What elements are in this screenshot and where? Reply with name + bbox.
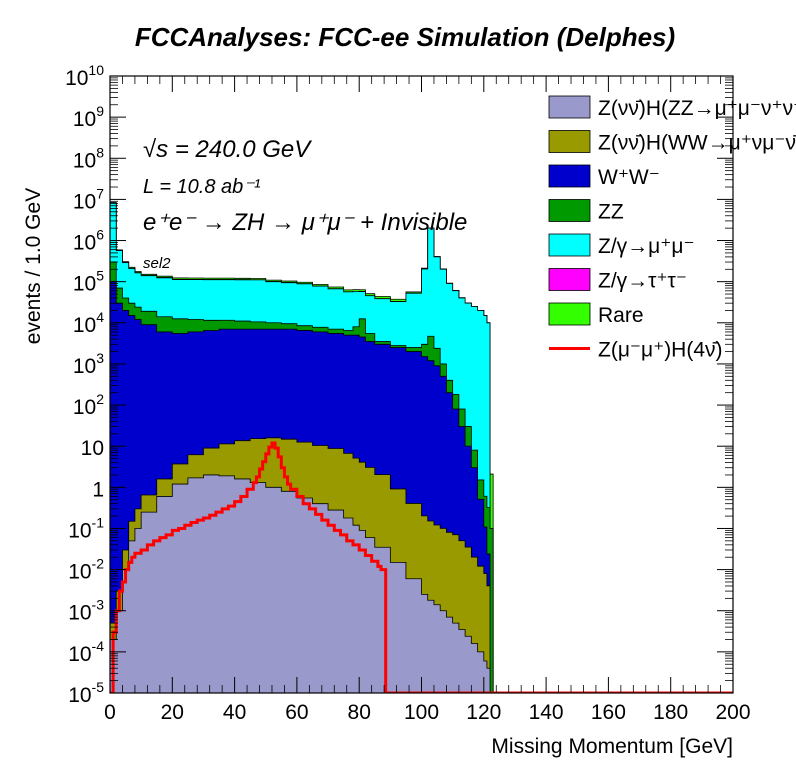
y-tick-label: 10-2: [68, 556, 104, 584]
chart-title: FCCAnalyses: FCC-ee Simulation (Delphes): [135, 22, 675, 52]
luminosity-annotation: L = 10.8 ab⁻¹: [143, 176, 261, 198]
stack-0: [110, 474, 503, 693]
x-axis-label: Missing Momentum [GeV]: [491, 735, 733, 758]
y-tick-label: 102: [73, 391, 104, 419]
legend-swatch: [548, 130, 591, 153]
stacked-histogram: [110, 202, 503, 693]
x-tick-label: 80: [348, 701, 371, 724]
y-tick-label: 1010: [65, 62, 104, 90]
legend-swatch: [548, 302, 591, 326]
y-tick-label: 10: [81, 437, 104, 460]
legend-label: Z(νν̄)H(WW→μ⁺νμ⁻ν̄): [598, 132, 796, 155]
legend-swatch: [548, 268, 591, 291]
y-tick-label: 10-5: [68, 679, 104, 707]
x-tick-label: 0: [104, 701, 116, 724]
x-tick-label: 160: [591, 701, 626, 724]
x-axis: 0 20 40 60 80 100 120 140 160 180 200: [104, 76, 751, 724]
y-tick-label: 10-1: [68, 514, 104, 542]
x-tick-label: 40: [223, 701, 246, 724]
signal-layer: [110, 441, 733, 693]
x-tick-label: 120: [466, 701, 501, 724]
sqrt-s-annotation: √s = 240.0 GeV: [143, 136, 312, 163]
y-tick-label: 106: [73, 227, 104, 255]
x-tick-label: 20: [161, 701, 184, 724]
legend-label: ZZ: [598, 201, 624, 224]
legend: Z(νν̄)H(ZZ→μ⁺μ⁻ν⁺ν⁻) Z(νν̄)H(WW→μ⁺νμ⁻ν̄) W…: [548, 95, 796, 362]
y-tick-label: 103: [73, 350, 104, 378]
x-tick-label: 100: [404, 701, 439, 724]
legend-label: Z/γ→τ⁺τ⁻: [598, 270, 687, 293]
legend-swatch: [548, 95, 591, 119]
y-tick-label: 104: [73, 309, 104, 337]
legend-label: Z/γ→μ⁺μ⁻: [598, 235, 695, 258]
y-tick-label: 105: [73, 268, 104, 296]
selection-annotation: sel2: [143, 255, 171, 272]
x-tick-label: 140: [529, 701, 564, 724]
legend-label: Z(μ⁻μ⁺)H(4ν̄): [598, 339, 723, 362]
y-tick-label: 1: [92, 478, 104, 501]
legend-swatch: [548, 233, 591, 257]
y-axis: 10-5 10-4 10-3 10-2 10-1 1 10 102 103 104 105 106 10…: [65, 62, 733, 707]
x-tick-label: 200: [715, 701, 750, 724]
legend-label: Rare: [598, 304, 644, 327]
y-axis-label: events / 1.0 GeV: [22, 188, 45, 344]
y-tick-label: 107: [73, 185, 104, 213]
y-tick-label: 109: [73, 103, 104, 131]
y-tick-label: 108: [73, 144, 104, 172]
x-tick-label: 180: [653, 701, 688, 724]
process-annotation: e⁺e⁻ → ZH → μ⁺μ⁻ + Invisible: [143, 209, 467, 236]
x-tick-label: 60: [285, 701, 308, 724]
y-tick-label: 10-3: [68, 597, 104, 625]
legend-label: W⁺W⁻: [598, 166, 660, 189]
legend-swatch: [548, 199, 591, 222]
legend-swatch: [548, 164, 591, 188]
legend-label: Z(νν̄)H(ZZ→μ⁺μ⁻ν⁺ν⁻): [598, 97, 796, 120]
y-tick-label: 10-4: [68, 638, 104, 666]
signal-line: [110, 441, 733, 693]
